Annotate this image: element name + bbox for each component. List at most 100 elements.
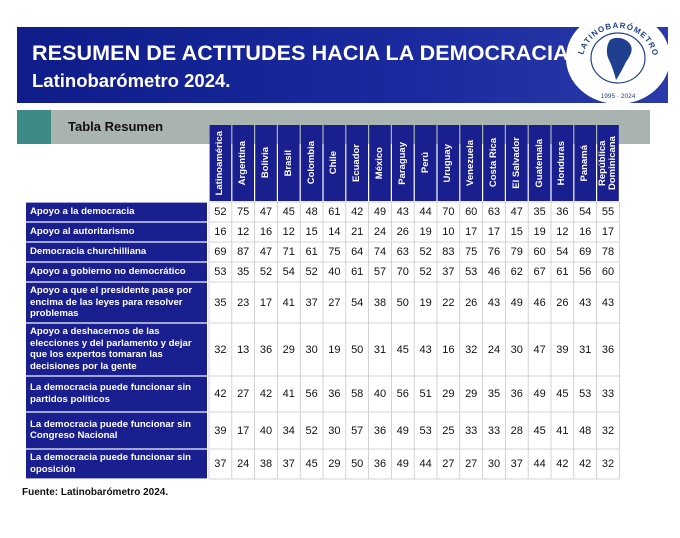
table-cell: 12	[556, 226, 569, 238]
table-cell: 47	[259, 246, 273, 258]
table-cell: 54	[579, 206, 592, 218]
table-cell: 40	[259, 424, 273, 437]
column-header-bg	[323, 125, 346, 201]
table-cell: 57	[351, 424, 364, 437]
table-cell: 54	[556, 246, 569, 258]
table-cell: 44	[419, 458, 432, 470]
table-cell: 32	[601, 424, 615, 437]
column-header-label: Ecuador	[351, 143, 363, 182]
latinobarometro-logo: LATINOBARÓMETRO 1995 · 2024	[566, 12, 668, 104]
column-header-bg	[597, 125, 619, 201]
table-cell: 36	[510, 388, 523, 400]
column-header: Venezuela	[460, 125, 482, 201]
row-label: Apoyo a la democracia	[30, 206, 135, 218]
column-header-label: Brasil	[282, 149, 294, 177]
column-header: Uruguay	[438, 125, 460, 201]
table-cell: 51	[419, 388, 432, 400]
table-cell: 48	[579, 424, 592, 437]
title-banner: RESUMEN DE ACTITUDES HACIA LA DEMOCRACIA…	[17, 27, 668, 103]
table-cell: 40	[328, 266, 341, 278]
table-cell: 87	[237, 246, 250, 258]
table-cell: 16	[442, 343, 455, 356]
column-header-bg	[369, 125, 391, 201]
column-header: Chile	[324, 125, 346, 201]
table-cell: 49	[373, 206, 387, 218]
table-cell: 28	[510, 424, 523, 437]
row-label-bg	[26, 412, 207, 449]
table-cell: 32	[214, 343, 227, 356]
column-header-label: Venezuela	[465, 140, 477, 186]
column-header-label: Latinoamérica	[214, 130, 226, 196]
table-cell: 42	[259, 388, 273, 400]
table-cell: 53	[214, 266, 227, 278]
table-cell: 14	[328, 226, 341, 238]
column-header: Colombia	[301, 125, 323, 201]
table-cell: 69	[579, 246, 592, 258]
column-header: Perú	[415, 125, 437, 201]
table-cell: 54	[351, 296, 364, 309]
table-cell: 42	[556, 458, 569, 470]
table-cell: 45	[556, 388, 569, 400]
table-cell: 25	[442, 424, 455, 437]
table-cell: 39	[556, 343, 569, 356]
column-header-label: Costa Rica	[487, 138, 499, 188]
table-cell: 44	[533, 458, 546, 470]
column-header-bg	[392, 125, 414, 201]
table-cell: 26	[556, 296, 569, 309]
column-header: Paraguay	[392, 125, 414, 201]
table-cell: 22	[442, 296, 455, 309]
column-header-bg	[437, 125, 460, 201]
row-label-bg	[26, 242, 207, 262]
table-cell: 35	[487, 388, 501, 400]
table-cell: 33	[487, 424, 501, 437]
table-cell: 69	[214, 246, 227, 258]
table-cell: 39	[214, 424, 227, 437]
table-cell: 50	[351, 458, 364, 470]
column-header-bg	[300, 125, 323, 201]
row-label: Democracia churchilliana	[30, 246, 147, 258]
row-label-bg	[26, 449, 207, 479]
column-header-label: Panamá	[579, 144, 591, 182]
row-label: La democracia puede funcionar sin Congre…	[30, 418, 192, 442]
table-cell: 58	[351, 388, 364, 400]
table-cell: 70	[396, 266, 409, 278]
table-cell: 42	[351, 206, 364, 218]
table-cell: 50	[396, 296, 409, 309]
table-cell: 37	[282, 458, 295, 470]
table-cell: 75	[237, 206, 250, 218]
table-cell: 36	[259, 343, 273, 356]
table-cell: 16	[214, 226, 227, 238]
table-cell: 50	[351, 343, 364, 356]
table-cell: 46	[533, 296, 546, 309]
table-cell: 19	[533, 226, 546, 238]
column-header-label: Argentina	[237, 140, 249, 186]
table-cell: 52	[419, 266, 432, 278]
table-cell: 35	[214, 296, 227, 309]
table-cell: 57	[373, 266, 387, 278]
table-cell: 36	[556, 206, 569, 218]
column-header: Costa Rica	[483, 125, 505, 201]
page-subtitle: Latinobarómetro 2024.	[32, 70, 231, 91]
table-cell: 45	[305, 458, 318, 470]
column-header-bg	[414, 125, 437, 201]
table-cell: 19	[328, 343, 341, 356]
table-cell: 41	[282, 296, 295, 309]
table-label: Tabla Resumen	[68, 119, 164, 134]
column-header: Bolivia	[255, 125, 277, 201]
table-cell: 37	[510, 458, 523, 470]
table-cell: 47	[533, 343, 546, 356]
table-cell: 15	[510, 226, 523, 238]
table-cell: 27	[237, 388, 250, 400]
table-cell: 78	[601, 246, 615, 258]
table-cell: 12	[237, 226, 250, 238]
row-label-bg	[26, 222, 207, 242]
row-label: La democracia puede funcionar sin oposic…	[30, 452, 192, 475]
table-cell: 29	[282, 343, 295, 356]
column-header: Ecuador	[346, 125, 368, 201]
table-cell: 52	[214, 206, 227, 218]
table-cell: 24	[373, 226, 387, 238]
table-cell: 70	[442, 206, 455, 218]
table-cell: 67	[533, 266, 546, 278]
column-header-label: República Dominicana	[596, 136, 618, 190]
table-cell: 64	[351, 246, 364, 258]
